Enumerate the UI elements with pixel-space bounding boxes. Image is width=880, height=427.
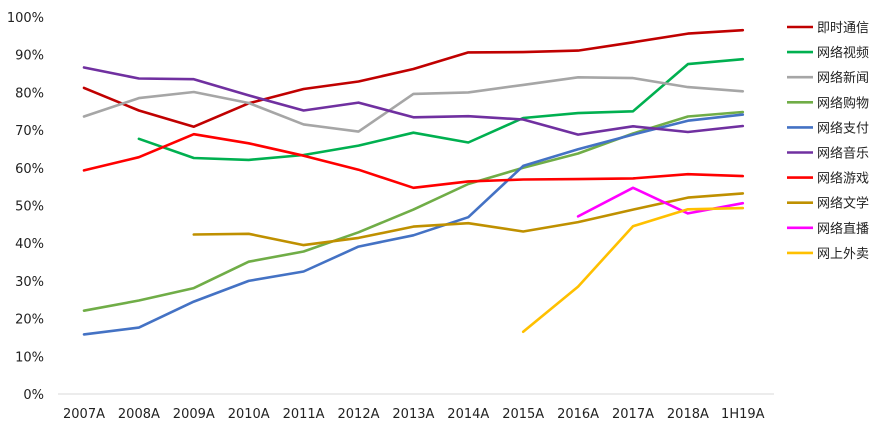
legend-label: 即时通信 [817, 21, 869, 36]
legend-item: 网络文学 [787, 196, 869, 212]
y-tick-label: 20% [15, 313, 44, 328]
legend-label: 网络视频 [817, 45, 869, 61]
y-tick-label: 60% [15, 162, 44, 177]
legend-label: 网上外卖 [817, 247, 869, 262]
legend-item: 网络购物 [787, 95, 869, 111]
x-tick-label: 2011A [283, 407, 325, 422]
legend-item: 网上外卖 [787, 247, 869, 262]
legend-item: 网络视频 [787, 45, 869, 61]
legend-item: 即时通信 [787, 21, 869, 36]
legend-item: 网络游戏 [787, 171, 869, 187]
y-tick-label: 80% [15, 86, 44, 101]
legend-item: 网络直播 [787, 221, 869, 237]
series-line [137, 57, 745, 162]
x-tick-label: 2008A [118, 407, 160, 422]
legend-label: 网络游戏 [817, 171, 869, 187]
x-tick-label: 2010A [228, 407, 270, 422]
legend-label: 网络购物 [817, 95, 869, 111]
y-axis: 0% 10% 20% 30% 40% 50% 60% 70% 80% 90% 100% [7, 11, 44, 403]
x-tick-label: 2013A [392, 407, 434, 422]
y-tick-label: 30% [15, 275, 44, 290]
legend-label: 网络直播 [817, 221, 869, 237]
series-line [82, 113, 745, 336]
legend-label: 网络支付 [817, 120, 869, 136]
series-line [192, 192, 745, 247]
x-tick-label: 2016A [557, 407, 599, 422]
x-tick-label: 1H19A [721, 407, 765, 422]
series-line [82, 110, 745, 313]
series-line [82, 76, 745, 133]
legend-item: 网络支付 [787, 120, 869, 136]
series-line [82, 28, 745, 128]
y-tick-label: 90% [15, 49, 44, 64]
y-tick-label: 100% [7, 11, 44, 26]
legend-item: 网络新闻 [787, 70, 869, 86]
series-line [521, 206, 745, 334]
x-tick-label: 2015A [502, 407, 544, 422]
x-axis: 2007A 2008A 2009A 2010A 2011A 2012A 2013A 2014A… [63, 407, 765, 422]
legend-label: 网络音乐 [817, 146, 869, 162]
series-line [82, 132, 745, 190]
series-line [82, 66, 745, 136]
y-tick-label: 40% [15, 237, 44, 252]
y-tick-label: 0% [23, 388, 44, 403]
x-tick-label: 2018A [667, 407, 709, 422]
series-lines [82, 28, 745, 336]
x-tick-label: 2014A [447, 407, 489, 422]
y-tick-label: 70% [15, 124, 44, 139]
x-tick-label: 2017A [612, 407, 654, 422]
legend-label: 网络新闻 [817, 70, 869, 86]
legend-item: 网络音乐 [787, 146, 869, 162]
series-line [576, 186, 745, 218]
y-tick-label: 10% [15, 350, 44, 365]
legend-label: 网络文学 [817, 196, 869, 212]
x-tick-label: 2007A [63, 407, 105, 422]
y-tick-label: 50% [15, 200, 44, 215]
x-tick-label: 2012A [338, 407, 380, 422]
plot-area: 0%10%20%30%40%50%60%70%80%90%100% 2007A 2… [7, 11, 774, 422]
x-tick-label: 2009A [173, 407, 215, 422]
